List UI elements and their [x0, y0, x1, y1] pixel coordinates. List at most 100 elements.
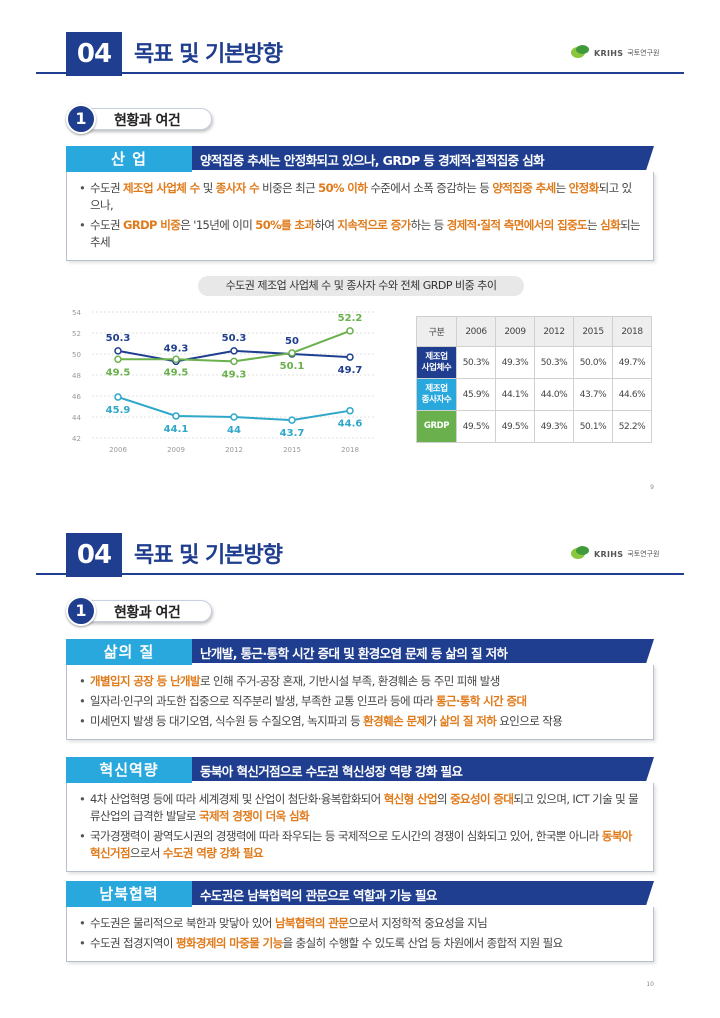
data-point: [346, 327, 354, 335]
bullet-text: 의: [437, 792, 451, 806]
bullet-text: 는: [555, 181, 569, 195]
bullet-item: 미세먼지 발생 등 대기오염, 식수원 등 수질오염, 녹지파괴 등 환경훼손 …: [79, 713, 641, 730]
highlight-text: 50% 이하: [318, 181, 368, 195]
krihs-logo: KRIHS 국토연구원: [571, 44, 660, 62]
bullet-text: 으로서: [129, 846, 163, 860]
topic-title: 난개발, 통근·통학 시간 증대 및 환경오염 문제 등 삶의 질 저하: [200, 646, 508, 661]
y-tick-label: 46: [72, 393, 81, 401]
y-tick-label: 48: [72, 372, 81, 380]
data-label: 44: [227, 425, 241, 436]
krihs-logo: KRIHS 국토연구원: [571, 545, 660, 563]
table-row-header: GRDP: [416, 410, 457, 443]
highlight-text: 환경훼손 문제: [363, 714, 427, 728]
topic-tab: 남북협력: [66, 881, 192, 907]
section-title: 현황과 여건: [114, 113, 181, 129]
section-heading: 1 현황과 여건: [66, 596, 212, 626]
data-label: 44.1: [164, 424, 189, 435]
highlight-text: 남북협력의 관문: [274, 916, 349, 930]
highlight-text: 수도권 역량 강화 필요: [162, 846, 264, 860]
topic-industry: 산 업 양적집중 추세는 안정화되고 있으나, GRDP 등 경제적·질적집중 …: [66, 146, 654, 261]
bullet-text: 수준에서 소폭 증감하는 등: [367, 181, 493, 195]
chapter-number: 04: [66, 32, 122, 76]
data-table: 구분 2006 2009 2012 2015 2018 제조업 사업체수 50.3% 49.3%…: [416, 316, 652, 443]
data-label: 50: [285, 336, 299, 347]
data-point: [172, 355, 180, 363]
table-row: 제조업 종사자수 45.9% 44.1% 44.0% 43.7% 44.6%: [416, 378, 652, 411]
bullet-text: 요인으로 작용: [496, 714, 563, 728]
bullet-text: 을 충실히 수행할 수 있도록 산업 등 차원에서 종합적 지원 필요: [282, 936, 564, 950]
table-cell: 52.2%: [612, 410, 652, 443]
data-label: 44.6: [338, 419, 363, 430]
chapter-title: 목표 및 기본방향: [134, 543, 283, 568]
highlight-text: 제조업 사업체 수: [123, 181, 200, 195]
y-tick-label: 52: [72, 330, 81, 338]
topic-title: 수도권은 남북협력의 관문으로 역할과 기능 필요: [200, 888, 437, 903]
data-label: 52.2: [338, 313, 363, 324]
bullet-text: 로 인해 주거-공장 혼재, 기반시설 부족, 환경훼손 등 주민 피해 발생: [200, 674, 500, 688]
page-10: 04 목표 및 기본방향 KRIHS 국토연구원 1 현황과 여건 삶의 질 난…: [0, 509, 720, 1018]
header-rule: [36, 573, 684, 575]
topic-innovation: 혁신역량 동북아 혁신거점으로 수도권 혁신성장 역량 강화 필요 4차 산업혁…: [66, 757, 654, 872]
topic-body: 개별입지 공장 등 난개발로 인해 주거-공장 혼재, 기반시설 부족, 환경훼…: [66, 665, 654, 740]
chart-caption: 수도권 제조업 사업체 수 및 종사자 수와 전체 GRDP 비중 추이: [198, 276, 524, 296]
y-tick-label: 44: [72, 414, 81, 422]
topic-tab: 산 업: [66, 146, 192, 172]
data-label: 49.7: [338, 365, 363, 376]
data-label: 49.5: [164, 367, 189, 378]
bullet-text: 는: [587, 218, 601, 232]
page-number: 9: [650, 484, 654, 491]
bullet-item: 수도권 GRDP 비중은 '15년에 이미 50%를 초과하여 지속적으로 증가…: [79, 217, 641, 251]
bullet-item: 4차 산업혁명 등에 따라 세계경제 및 산업이 첨단화·융복합화되어 혁신형 …: [79, 791, 641, 825]
bullet-text: 가: [426, 714, 440, 728]
topic-title: 동북아 혁신거점으로 수도권 혁신성장 역량 강화 필요: [200, 764, 463, 779]
data-point: [346, 406, 354, 415]
highlight-text: 경제적·질적 측면에서의 집중도: [446, 218, 588, 232]
highlight-text: 종사자 수: [215, 181, 260, 195]
bullet-text: 하여: [314, 218, 338, 232]
table-corner-header: 구분: [416, 316, 457, 347]
header-rule: [36, 72, 684, 74]
leaf-logo-icon: [571, 546, 589, 562]
table-cell: 49.7%: [612, 346, 652, 379]
table-cell: 49.3%: [495, 346, 535, 379]
table-row-header: 제조업 사업체수: [416, 346, 457, 379]
bullet-text: 되고 있으며, ICT 기술 및 물류산업의 급격한 발달로: [90, 792, 639, 823]
table-cell: 49.5%: [495, 410, 535, 443]
y-tick-label: 42: [72, 435, 81, 443]
chapter-header: 04 목표 및 기본방향 KRIHS 국토연구원: [0, 22, 720, 82]
x-tick-label: 2018: [341, 446, 359, 454]
highlight-text: 지속적으로 증가: [337, 218, 411, 232]
topic-tab: 삶의 질: [66, 639, 192, 665]
highlight-text: 삶의 질 저하: [439, 714, 497, 728]
chapter-header: 04 목표 및 기본방향 KRIHS 국토연구원: [0, 523, 720, 583]
data-label: 50.1: [280, 361, 305, 372]
table-cell: 49.5%: [456, 410, 496, 443]
table-column-header: 2018: [612, 316, 652, 347]
section-number: 1: [66, 104, 96, 134]
page-number: 10: [646, 981, 654, 988]
topic-body: 4차 산업혁명 등에 따라 세계경제 및 산업이 첨단화·융복합화되어 혁신형 …: [66, 783, 654, 872]
data-label: 50.3: [106, 333, 131, 344]
highlight-text: 개별입지 공장 등 난개발: [90, 674, 201, 688]
chapter-title: 목표 및 기본방향: [134, 42, 283, 67]
data-point: [114, 355, 122, 363]
highlight-text: 심화: [600, 218, 621, 232]
bullet-text: 비중은 최근: [259, 181, 319, 195]
bullet-text: 하는 등: [410, 218, 447, 232]
data-label: 49.3: [222, 369, 247, 380]
table-cell: 43.7%: [573, 378, 613, 411]
bullet-text: 으로서 지정학적 중요성을 지님: [348, 916, 488, 930]
table-cell: 44.0%: [534, 378, 574, 411]
table-cell: 50.0%: [573, 346, 613, 379]
table-cell: 50.3%: [534, 346, 574, 379]
table-column-header: 2009: [495, 316, 535, 347]
highlight-text: 안정화: [568, 181, 600, 195]
highlight-text: GRDP 비중: [123, 218, 181, 232]
table-column-header: 2006: [456, 316, 496, 347]
data-point: [288, 416, 296, 424]
bullet-item: 국가경쟁력이 광역도시권의 경쟁력에 따라 좌우되는 등 국제적으로 도시간의 …: [79, 828, 641, 862]
highlight-text: 혁신형 산업: [383, 792, 438, 806]
bullet-text: 수도권: [90, 181, 123, 195]
chapter-number: 04: [66, 533, 122, 577]
bullet-text: 수도권: [90, 218, 123, 232]
